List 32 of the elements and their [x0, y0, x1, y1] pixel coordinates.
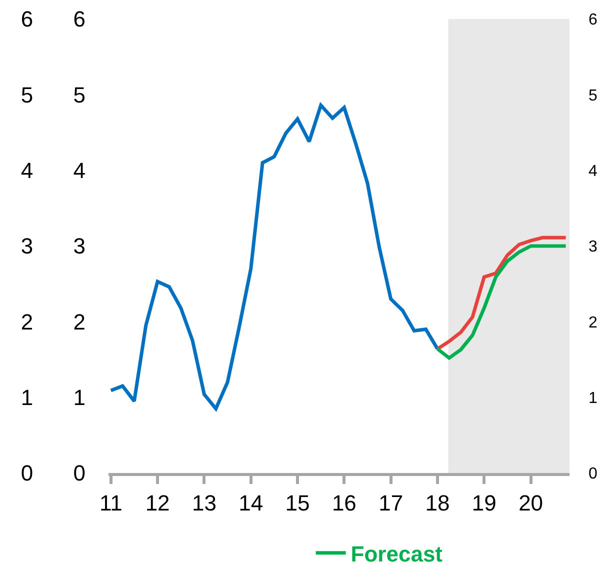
x-tick-label: 14: [238, 490, 264, 516]
y2-tick-label: 6: [588, 12, 598, 29]
y2-tick-label: 2: [588, 314, 598, 332]
x-tick-label: 12: [145, 490, 170, 516]
x-tick-label: 15: [285, 490, 310, 516]
y2-tick-label: 1: [588, 390, 598, 407]
y3-tick-label: 0: [20, 460, 34, 486]
x-tick-label: 17: [378, 490, 404, 516]
y2-tick-label: 0: [588, 466, 598, 483]
y3-tick-label: 5: [20, 82, 34, 108]
y-tick-label: 4: [73, 158, 86, 184]
y3-tick-label: 1: [20, 385, 34, 410]
y-tick-label: 0: [73, 460, 86, 486]
x-tick-label: 20: [518, 490, 544, 516]
x-tick-label: 13: [192, 490, 216, 516]
y2-tick-label: 3: [588, 238, 598, 256]
legend-label: Forecast: [350, 541, 444, 566]
y3-tick-label: 3: [20, 234, 34, 259]
y-tick-label: 5: [73, 82, 86, 108]
x-tick-label: 19: [472, 490, 496, 516]
y-tick-label: 3: [73, 234, 86, 259]
y2-tick-label: 5: [588, 87, 598, 104]
y-tick-label: 2: [73, 309, 86, 334]
y2-tick-label: 4: [588, 162, 598, 180]
x-tick-label: 18: [425, 490, 450, 516]
y3-tick-label: 4: [20, 158, 34, 184]
y3-tick-label: 2: [20, 309, 34, 334]
x-tick-label: 16: [332, 490, 356, 516]
y-tick-label: 1: [73, 385, 86, 410]
y3-tick-label: 6: [20, 6, 34, 32]
x-tick-label: 11: [99, 490, 122, 516]
y-tick-label: 6: [73, 6, 86, 32]
